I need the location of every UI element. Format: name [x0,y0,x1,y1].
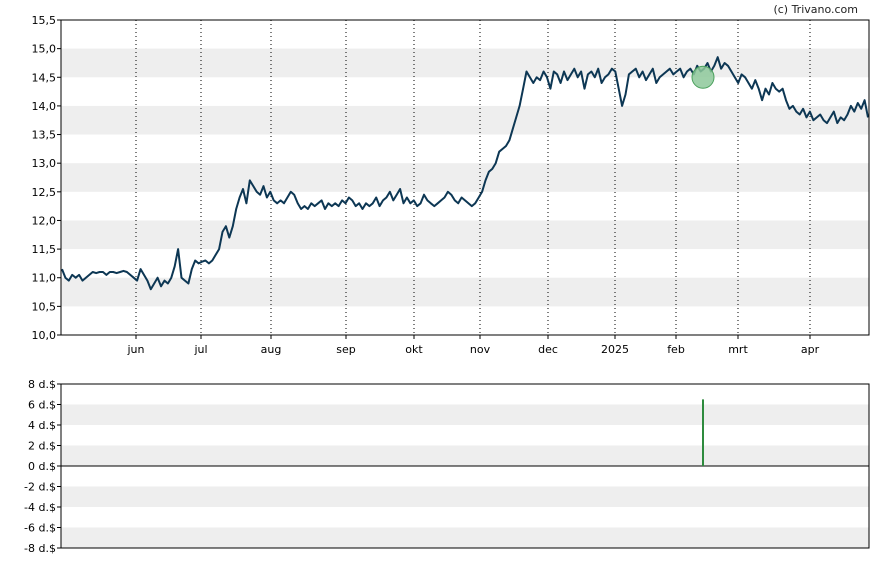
price-frame [60,19,870,336]
dividend-y-tick-label: 8 d.$ [28,378,56,391]
dividend-marker [691,65,715,89]
price-x-tick-label: 2025 [601,343,629,356]
price-y-tick-label: 11,5 [32,243,57,256]
dividend-band [61,404,869,425]
dividend-y-tick-label: 6 d.$ [28,399,56,412]
price-x-tick-label: apr [801,343,820,356]
price-bands [61,48,869,307]
dividend-y-tick-label: -2 d.$ [24,481,56,494]
dividend-panel: 8 d.$ 6 d.$ 4 d.$ 2 d.$ 0 d.$ -2 d.$ -4 d.$ -6 … [24,378,870,555]
price-band [61,48,869,78]
price-series-line [61,56,869,291]
price-x-tick-label: jun [127,343,145,356]
dividend-y-tick-label: -4 d.$ [24,501,56,514]
price-y-tick-label: 13,0 [32,157,57,170]
credit-label: (c) Trivano.com [773,3,858,16]
price-x-axis: jun jul aug sep okt nov dec 2025 feb mrt apr [127,335,820,356]
price-y-tick-label: 15,0 [32,43,57,56]
dividend-band [61,445,869,466]
price-y-tick-label: 15,5 [32,14,57,27]
price-x-tick-label: nov [470,343,491,356]
dividend-band [61,486,869,507]
price-y-tick-label: 13,5 [32,129,57,142]
price-y-tick-label: 14,0 [32,100,57,113]
price-x-tick-label: feb [667,343,685,356]
price-band [61,163,869,192]
price-panel: 10,0 10,5 11,0 11,5 12,0 12,5 13,0 13,5 14,0 14,5… [32,14,870,356]
price-x-tick-label: sep [336,343,355,356]
price-x-tick-label: aug [261,343,282,356]
price-band [61,220,869,250]
price-y-tick-label: 11,0 [32,272,57,285]
price-x-tick-label: mrt [728,343,748,356]
dividend-frame [60,383,870,549]
price-band [61,277,869,307]
dividend-y-tick-label: -8 d.$ [24,542,56,555]
dividend-y-tick-label: 2 d.$ [28,440,56,453]
price-y-tick-label: 14,5 [32,71,57,84]
dividend-bands [61,404,869,548]
price-x-tick-label: okt [405,343,423,356]
price-x-tick-label: jul [193,343,207,356]
price-y-tick-label: 10,0 [32,329,57,342]
price-x-tick-label: dec [538,343,558,356]
price-y-tick-label: 12,5 [32,186,57,199]
dividend-y-axis: 8 d.$ 6 d.$ 4 d.$ 2 d.$ 0 d.$ -2 d.$ -4 d.$ -6 … [24,378,61,555]
price-y-tick-label: 10,5 [32,300,57,313]
price-y-axis: 10,0 10,5 11,0 11,5 12,0 12,5 13,0 13,5 14,0 14,5… [32,14,61,342]
price-y-tick-label: 12,0 [32,214,57,227]
dividend-y-tick-label: -6 d.$ [24,522,56,535]
dividend-y-tick-label: 0 d.$ [28,460,56,473]
dividend-band [61,527,869,548]
price-band [61,105,869,135]
dividend-y-tick-label: 4 d.$ [28,419,56,432]
